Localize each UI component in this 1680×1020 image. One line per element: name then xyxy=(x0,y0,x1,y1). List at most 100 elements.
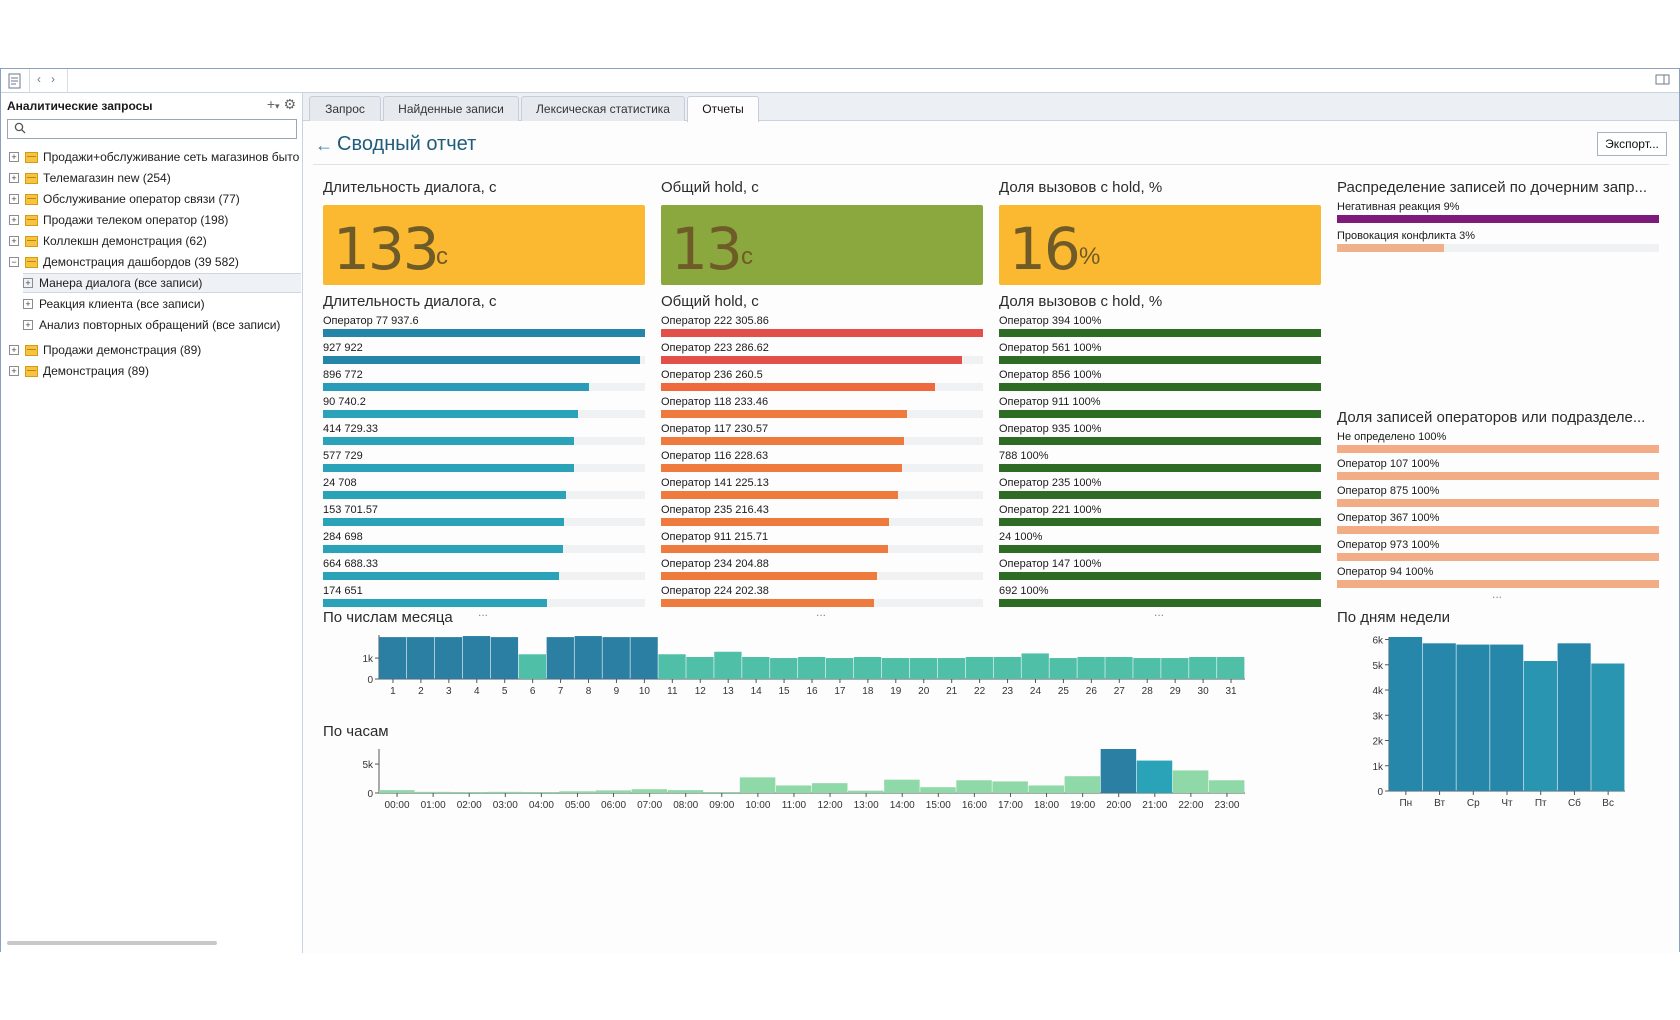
x-tick-label: 08:00 xyxy=(673,800,698,811)
x-tick-label: 15 xyxy=(779,686,791,697)
x-tick-label: 10 xyxy=(639,686,651,697)
kpi-value: 16 xyxy=(1009,215,1081,283)
bar xyxy=(1136,760,1173,793)
x-tick-label: 11:00 xyxy=(782,800,807,811)
page-title: Сводный отчет xyxy=(337,133,477,155)
bar-track xyxy=(999,383,1321,391)
expand-icon[interactable]: + xyxy=(9,215,19,225)
bar-fill xyxy=(661,329,983,337)
tab-0[interactable]: Запрос xyxy=(309,96,381,121)
bar-fill xyxy=(1337,244,1445,252)
bar-label: Оператор 875 100% xyxy=(1337,485,1440,497)
bar-label: 896 772 xyxy=(323,369,363,381)
expand-icon[interactable]: + xyxy=(9,345,19,355)
bar-label: 692 100% xyxy=(999,585,1049,597)
bar-label: Оператор 222 305.86 xyxy=(661,315,769,327)
tree-item[interactable]: + Продажи+обслуживание сеть магазинов быт… xyxy=(9,147,301,167)
more-ellipsis[interactable]: ... xyxy=(478,605,489,619)
bar-track xyxy=(661,545,983,553)
bar xyxy=(742,657,770,679)
bar-fill xyxy=(999,599,1321,607)
bar-label: 927 922 xyxy=(323,342,363,354)
bar-fill xyxy=(1337,215,1659,223)
bar-track xyxy=(1337,499,1659,507)
bar-track xyxy=(661,464,983,472)
expand-icon[interactable]: + xyxy=(23,278,33,288)
bar-label: Оператор 221 100% xyxy=(999,504,1102,516)
bar xyxy=(518,654,547,679)
back-nav-icon[interactable]: ‹ xyxy=(37,72,41,86)
expand-icon[interactable]: + xyxy=(9,236,19,246)
bar-track xyxy=(999,464,1321,472)
x-tick-label: 03:00 xyxy=(493,800,518,811)
bar xyxy=(739,777,776,793)
add-icon[interactable]: + xyxy=(266,96,276,112)
expand-icon[interactable]: + xyxy=(23,320,33,330)
tree-item[interactable]: + Анализ повторных обращений (все записи) xyxy=(23,315,301,335)
tree-item[interactable]: + Коллекшн демонстрация (62) xyxy=(9,231,301,251)
more-ellipsis[interactable]: ... xyxy=(816,605,827,619)
bar xyxy=(686,657,714,679)
tree-item[interactable]: + Демонстрация (89) xyxy=(9,361,301,381)
bar xyxy=(667,790,704,793)
tab-2[interactable]: Лексическая статистика xyxy=(521,96,685,121)
bar-fill xyxy=(999,491,1321,499)
expand-icon[interactable]: + xyxy=(9,173,19,183)
bar-track xyxy=(323,518,645,526)
tree-item[interactable]: + Обслуживание оператор связи (77) xyxy=(9,189,301,209)
x-tick-label: Сб xyxy=(1568,797,1581,809)
bar xyxy=(1172,770,1209,793)
x-tick-label: 23:00 xyxy=(1214,800,1239,811)
bar xyxy=(909,658,938,679)
x-tick-label: 21:00 xyxy=(1142,800,1167,811)
toolbar-separator xyxy=(67,69,68,93)
bar-label: Негативная реакция 9% xyxy=(1337,201,1460,213)
search-input[interactable] xyxy=(7,119,297,139)
bar-fill xyxy=(999,572,1321,580)
kpi-unit: % xyxy=(1079,243,1101,270)
panel-toggle-icon[interactable] xyxy=(1655,73,1671,91)
report-header: ← Сводный отчет Экспорт... xyxy=(313,129,1669,165)
more-ellipsis[interactable]: ... xyxy=(1492,587,1503,601)
tab-1[interactable]: Найденные записи xyxy=(383,96,519,121)
panel-tools[interactable]: +▾ ⚙ xyxy=(267,96,296,113)
bar xyxy=(559,791,595,793)
horizontal-scrollbar[interactable] xyxy=(7,941,217,945)
kpi-value: 133 xyxy=(333,215,440,283)
bar-label: Оператор 94 100% xyxy=(1337,566,1434,578)
bar-track xyxy=(323,491,645,499)
bar-fill xyxy=(661,410,907,418)
bar-row: 788 100% xyxy=(999,450,1321,477)
expand-icon[interactable]: + xyxy=(9,366,19,376)
bar-row: Оператор 235 100% xyxy=(999,477,1321,504)
back-arrow-icon[interactable]: ← xyxy=(315,135,333,155)
document-icon[interactable] xyxy=(7,72,23,90)
tree-item[interactable]: + Телемагазин new (254) xyxy=(9,168,301,188)
expand-icon[interactable]: + xyxy=(9,194,19,204)
bar-label: Оператор 236 260.5 xyxy=(661,369,763,381)
bar-fill xyxy=(1337,445,1659,453)
gear-icon[interactable]: ⚙ xyxy=(283,96,296,112)
dropdown-icon[interactable]: ▾ xyxy=(275,101,280,111)
bar-track xyxy=(999,518,1321,526)
bar xyxy=(956,780,992,793)
tree-item[interactable]: + Продажи демонстрация (89) xyxy=(9,340,301,360)
tree-item[interactable]: + Манера диалога (все записи) xyxy=(23,273,301,293)
bar-row: Оператор 234 204.88 xyxy=(661,558,983,585)
bar xyxy=(1389,637,1423,791)
bar-track xyxy=(661,572,983,580)
more-ellipsis[interactable]: ... xyxy=(1154,605,1165,619)
bar xyxy=(630,637,658,679)
tree-item[interactable]: + Реакция клиента (все записи) xyxy=(23,294,301,314)
bar xyxy=(1189,657,1217,679)
x-tick-label: 20:00 xyxy=(1106,800,1131,811)
expand-icon[interactable]: + xyxy=(23,299,33,309)
expand-icon[interactable]: + xyxy=(9,152,19,162)
export-button[interactable]: Экспорт... xyxy=(1597,132,1667,156)
tree-item[interactable]: + Продажи телеком оператор (198) xyxy=(9,210,301,230)
tree-item[interactable]: − Демонстрация дашбордов (39 582) xyxy=(9,252,301,272)
tab-3[interactable]: Отчеты xyxy=(687,96,759,122)
forward-nav-icon[interactable]: › xyxy=(51,72,55,86)
bar-track xyxy=(1337,553,1659,561)
collapse-icon[interactable]: − xyxy=(9,257,19,267)
